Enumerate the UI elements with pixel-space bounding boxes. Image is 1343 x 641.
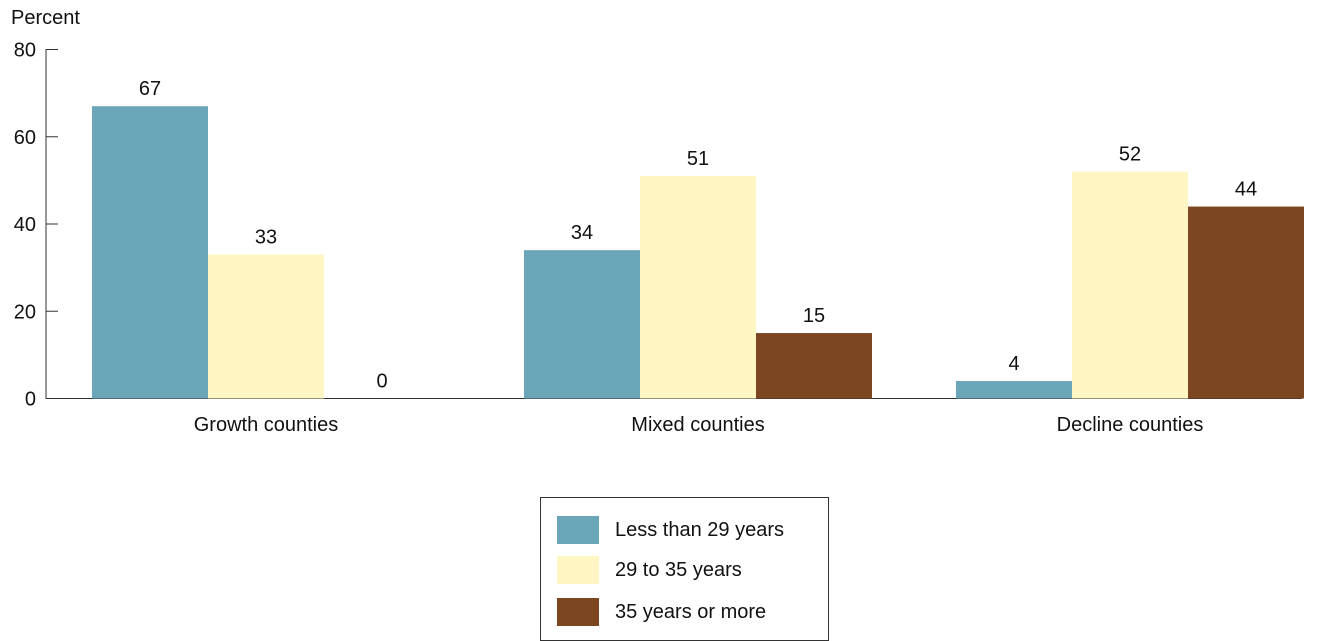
legend-swatch-29-to-35 xyxy=(557,556,599,584)
x-category-growth-counties: Growth counties xyxy=(194,414,339,436)
data-label-decline-counties-less-than-29-years: 4 xyxy=(1008,353,1019,375)
x-category-mixed-counties: Mixed counties xyxy=(631,414,764,436)
data-label-growth-counties-35-years-or-more: 0 xyxy=(376,371,387,393)
y-tick-label: 0 xyxy=(25,389,36,411)
y-axis-label: Percent xyxy=(11,7,80,29)
bar-decline-counties-less-than-29-years xyxy=(956,381,1072,399)
y-tick-label: 20 xyxy=(14,301,36,323)
legend-label-less-than-29: Less than 29 years xyxy=(615,518,784,541)
y-tick-label: 80 xyxy=(14,40,36,62)
data-label-decline-counties-29-to-35-years: 52 xyxy=(1119,144,1141,166)
bars-group xyxy=(92,106,1304,399)
legend-item-less-than-29: Less than 29 years xyxy=(557,516,784,544)
bar-mixed-counties-35-years-or-more xyxy=(756,333,872,399)
legend-item-35-or-more: 35 years or more xyxy=(557,598,766,626)
bar-decline-counties-29-to-35-years xyxy=(1072,171,1188,399)
legend: Less than 29 years 29 to 35 years 35 yea… xyxy=(540,497,829,641)
y-tick-label: 40 xyxy=(14,214,36,236)
data-label-mixed-counties-29-to-35-years: 51 xyxy=(687,148,709,170)
legend-label-29-to-35: 29 to 35 years xyxy=(615,558,742,581)
x-category-decline-counties: Decline counties xyxy=(1057,414,1204,436)
bar-mixed-counties-29-to-35-years xyxy=(640,176,756,399)
data-label-mixed-counties-less-than-29-years: 34 xyxy=(571,222,593,244)
data-label-mixed-counties-35-years-or-more: 15 xyxy=(803,305,825,327)
data-labels-group: 67 33 0 34 51 15 4 52 44 xyxy=(139,78,1257,392)
data-label-decline-counties-35-years-or-more: 44 xyxy=(1235,179,1257,201)
bar-decline-counties-35-years-or-more xyxy=(1188,206,1304,399)
legend-swatch-35-or-more xyxy=(557,598,599,626)
legend-item-29-to-35: 29 to 35 years xyxy=(557,556,742,584)
bar-growth-counties-29-to-35-years xyxy=(208,254,324,399)
data-label-growth-counties-29-to-35-years: 33 xyxy=(255,227,277,249)
y-tick-label: 60 xyxy=(14,127,36,149)
y-axis-ticks: 0 20 40 60 80 xyxy=(14,40,58,411)
legend-label-35-or-more: 35 years or more xyxy=(615,600,767,623)
bar-growth-counties-less-than-29-years xyxy=(92,106,208,399)
legend-swatch-less-than-29 xyxy=(557,516,599,544)
data-label-growth-counties-less-than-29-years: 67 xyxy=(139,78,161,100)
bar-mixed-counties-less-than-29-years xyxy=(524,250,640,399)
x-axis-categories: Growth counties Mixed counties Decline cou… xyxy=(194,414,1204,436)
